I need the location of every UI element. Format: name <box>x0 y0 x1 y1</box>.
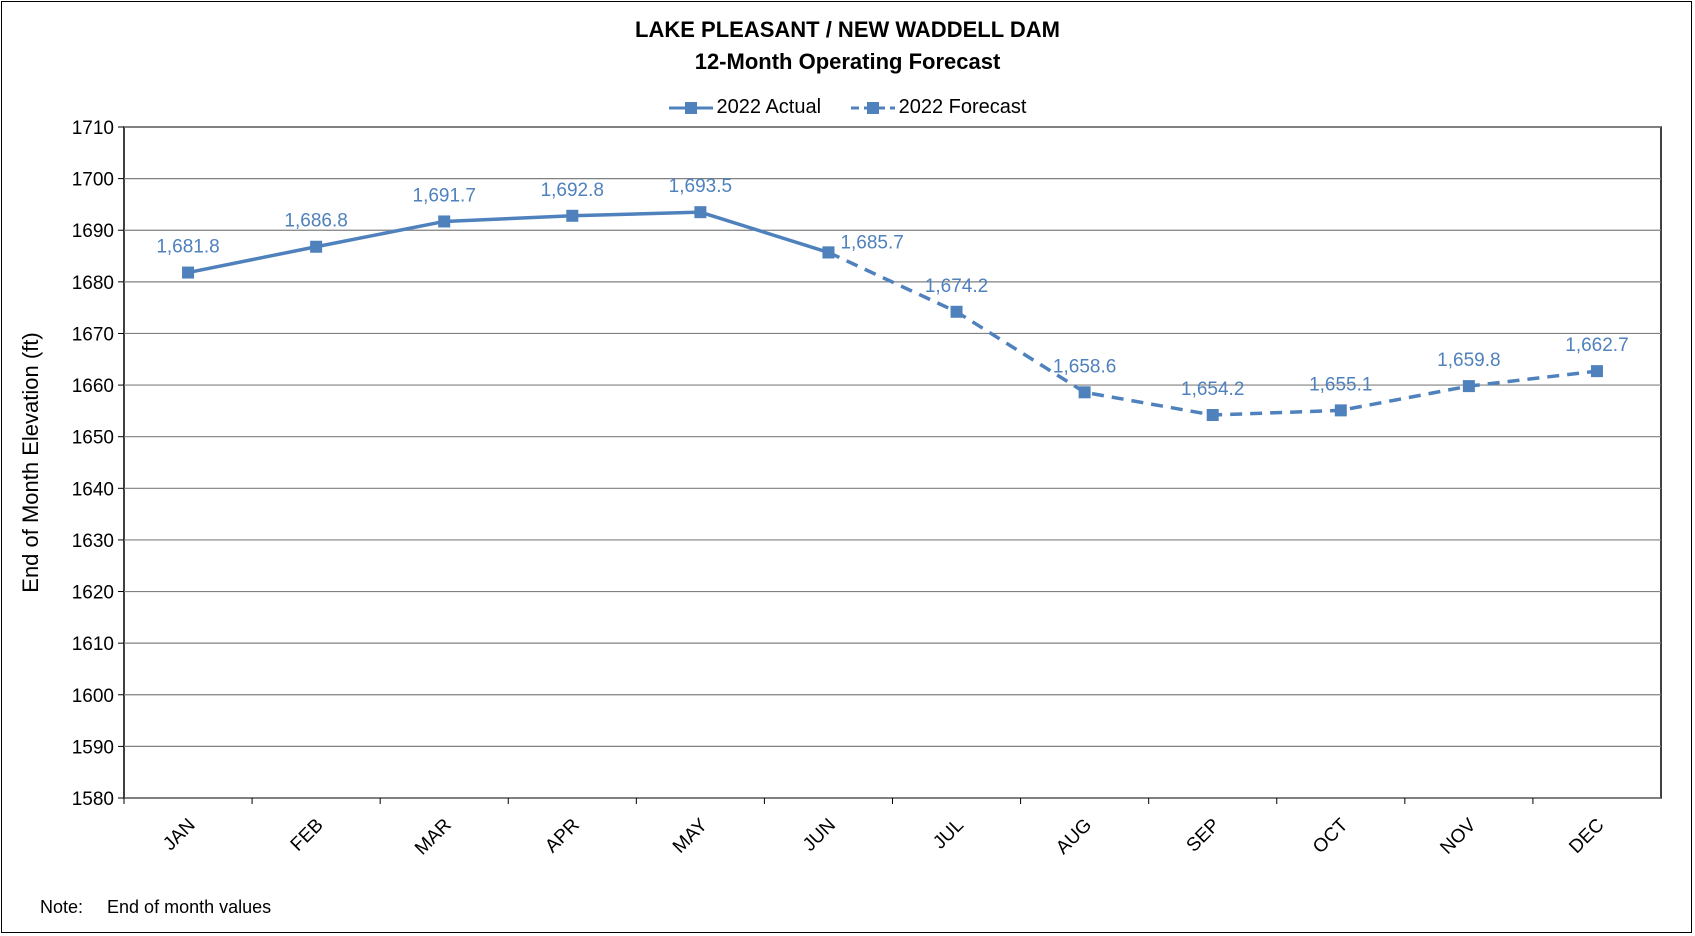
y-tick-label: 1710 <box>72 118 114 139</box>
y-tick-label: 1580 <box>72 789 114 810</box>
data-point-forecast <box>1590 365 1603 378</box>
x-tick-label: JUN <box>799 815 840 856</box>
y-tick-label: 1650 <box>72 428 114 449</box>
y-tick-label: 1680 <box>72 273 114 294</box>
note-label: Note: <box>40 897 84 917</box>
data-point-actual <box>566 209 579 222</box>
x-tick-label: JUL <box>929 815 968 854</box>
x-tick-label: FEB <box>287 815 328 856</box>
y-tick-label: 1640 <box>72 479 114 500</box>
legend-item-forecast: 2022 Forecast <box>850 96 1027 119</box>
x-tick-label: AUG <box>1052 815 1096 859</box>
data-label: 1,659.8 <box>1437 350 1500 371</box>
legend: 2022 Actual 2022 Forecast <box>0 96 1695 122</box>
y-tick-label: 1630 <box>72 531 114 552</box>
data-point-forecast <box>1206 409 1219 422</box>
data-label: 1,654.2 <box>1181 379 1244 400</box>
data-point-actual <box>182 266 195 279</box>
y-tick-label: 1590 <box>72 737 114 758</box>
legend-marker-forecast <box>850 101 895 114</box>
legend-item-actual: 2022 Actual <box>668 96 822 119</box>
legend-label-forecast: 2022 Forecast <box>898 96 1027 118</box>
y-tick-label: 1610 <box>72 634 114 655</box>
data-point-forecast <box>822 246 835 259</box>
note: Note: End of month values <box>40 897 295 918</box>
data-label: 1,681.8 <box>156 237 219 258</box>
x-tick-label: MAR <box>411 815 456 860</box>
data-point-forecast <box>1078 386 1091 399</box>
x-tick-label: OCT <box>1309 814 1352 857</box>
x-tick-label: MAY <box>669 814 712 857</box>
y-tick-label: 1660 <box>72 376 114 397</box>
data-point-actual <box>694 206 707 219</box>
x-tick-label: NOV <box>1436 814 1480 858</box>
x-tick-label: JAN <box>159 815 199 855</box>
x-tick-label: DEC <box>1565 815 1608 858</box>
y-tick-label: 1600 <box>72 686 114 707</box>
chart-subtitle: 12-Month Operating Forecast <box>694 49 1001 74</box>
data-point-forecast <box>1334 404 1347 417</box>
y-tick-label: 1690 <box>72 221 114 242</box>
data-point-actual <box>438 215 451 228</box>
legend-label-actual: 2022 Actual <box>716 96 822 118</box>
legend-marker-actual <box>668 101 713 114</box>
data-label: 1,685.7 <box>840 232 903 253</box>
data-label: 1,692.8 <box>541 180 604 201</box>
data-label: 1,686.8 <box>284 211 347 232</box>
y-tick-label: 1700 <box>72 170 114 191</box>
data-point-actual <box>310 240 323 253</box>
data-label: 1,662.7 <box>1565 335 1628 356</box>
data-label: 1,674.2 <box>925 276 988 297</box>
data-label: 1,693.5 <box>669 176 732 197</box>
note-text: End of month values <box>107 897 272 917</box>
x-tick-label: SEP <box>1183 815 1225 857</box>
data-label: 1,655.1 <box>1309 374 1372 395</box>
chart-title: LAKE PLEASANT / NEW WADDELL DAM <box>635 17 1060 42</box>
y-axis-label: End of Month Elevation (ft) <box>18 332 43 592</box>
series-line-actual <box>187 210 829 275</box>
y-tick-label: 1670 <box>72 324 114 345</box>
data-label: 1,691.7 <box>413 185 476 206</box>
data-label: 1,658.6 <box>1053 356 1116 377</box>
y-tick-label: 1620 <box>72 583 114 604</box>
data-point-forecast <box>1462 380 1475 393</box>
data-point-forecast <box>950 305 963 318</box>
x-tick-label: APR <box>541 815 583 857</box>
plot-area <box>123 126 1662 799</box>
